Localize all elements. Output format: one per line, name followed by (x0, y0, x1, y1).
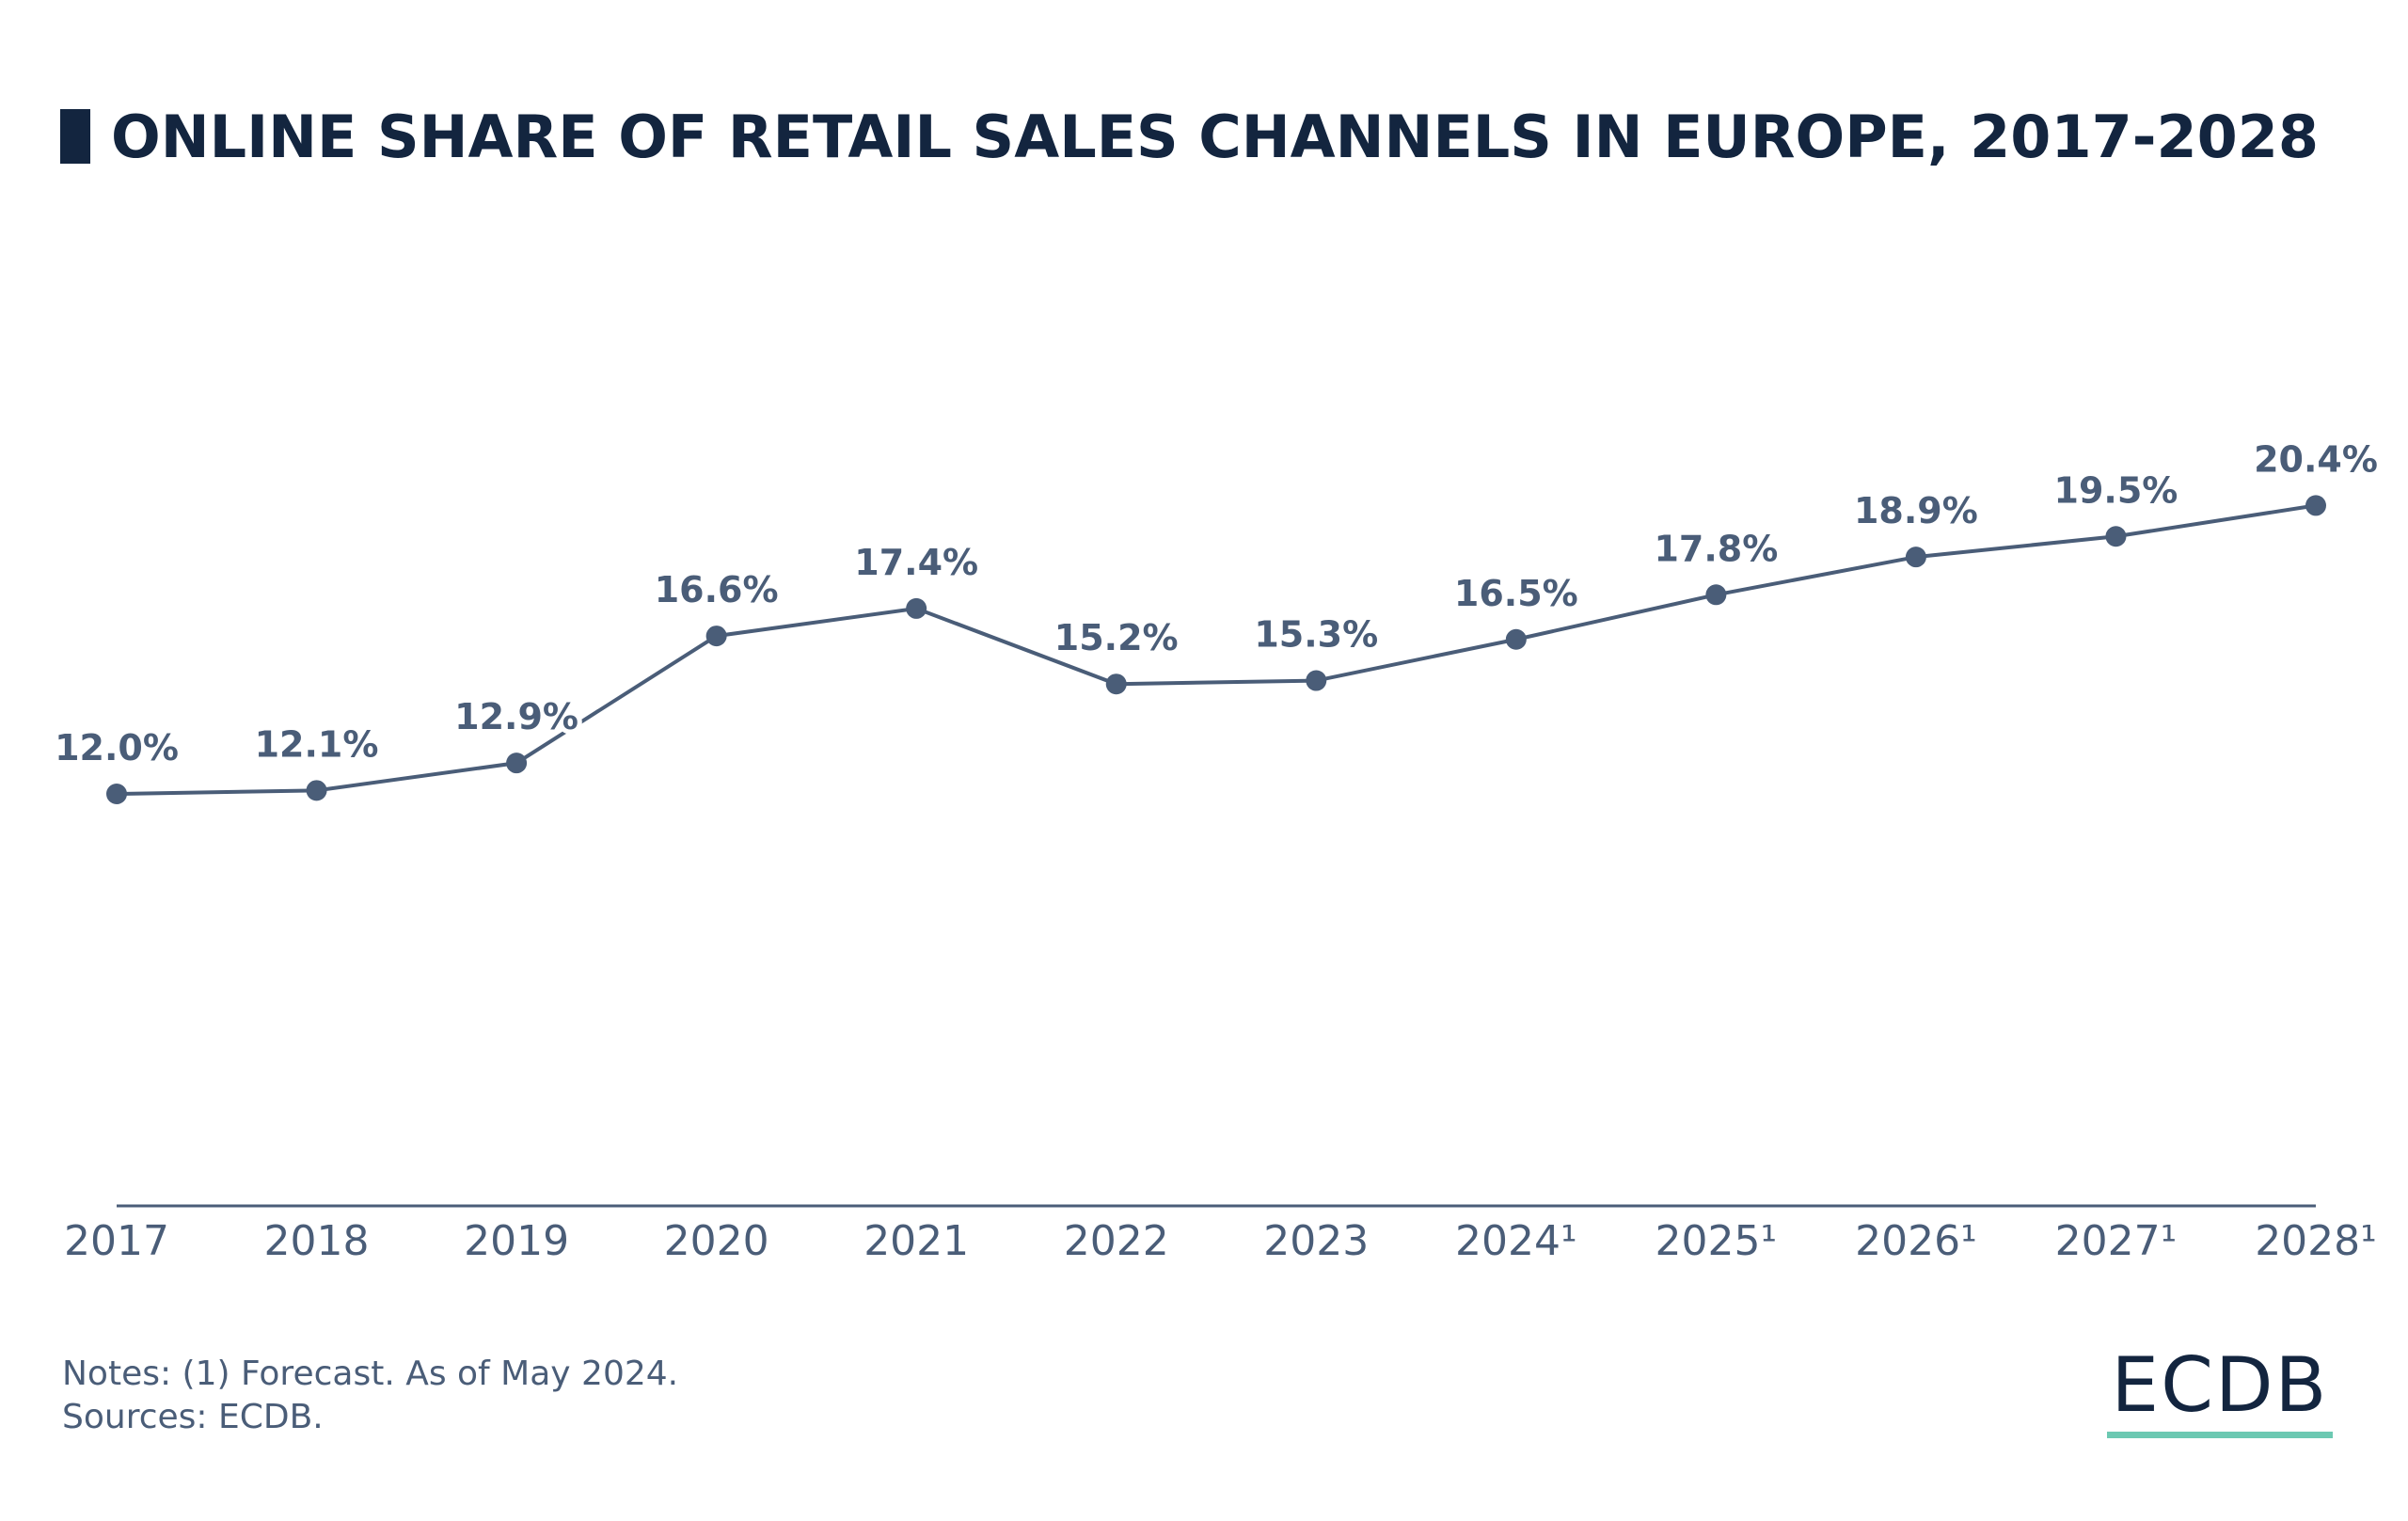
data-label-2021: 17.4% (854, 542, 978, 583)
data-label-2024: 16.5% (1454, 573, 1578, 614)
data-labels-group: 12.0% 12.1% 12.9% 16.6% 17.4% 15.2% 15.3% 16.5%… (50, 434, 2383, 773)
notes-text: Notes: (1) Forecast. As of May 2024. (62, 1355, 679, 1393)
series-line-group (116, 503, 2317, 796)
data-point-2026[interactable] (1905, 547, 1926, 568)
chart-notes: Notes: (1) Forecast. As of May 2024. Sou… (62, 1353, 678, 1439)
data-point-2027[interactable] (2105, 526, 2127, 547)
data-label-2025: 17.8% (1654, 528, 1778, 569)
data-point-2025[interactable] (1705, 584, 1727, 606)
data-point-2023[interactable] (1306, 670, 1327, 691)
title-accent-bar (60, 109, 90, 164)
data-label-2026: 18.9% (1854, 490, 1978, 531)
data-point-2019[interactable] (506, 753, 528, 774)
x-tick-label-2023: 2023 (1263, 1217, 1369, 1265)
data-point-2021[interactable] (906, 597, 927, 619)
data-label-2023: 15.3% (1254, 614, 1378, 656)
x-tick-label-2027: 2027¹ (2055, 1217, 2178, 1265)
x-tick-label-2024: 2024¹ (1455, 1217, 1577, 1265)
x-tick-label-2026: 2026¹ (1855, 1217, 1977, 1265)
chart-title: ONLINE SHARE OF RETAIL SALES CHANNELS IN… (111, 102, 2320, 171)
data-label-2018: 12.1% (255, 723, 379, 765)
data-point-2024[interactable] (1505, 628, 1527, 650)
x-tick-label-2019: 2019 (464, 1217, 569, 1265)
x-tick-label-2017: 2017 (64, 1217, 169, 1265)
logo-underline (2107, 1432, 2333, 1438)
data-point-2018[interactable] (306, 780, 327, 801)
x-tick-label-2018: 2018 (264, 1217, 370, 1265)
data-label-2020: 16.6% (655, 569, 779, 610)
data-label-2019: 12.9% (454, 696, 578, 737)
x-tick-label-2028: 2028¹ (2255, 1217, 2377, 1265)
sources-text: Sources: ECDB. (62, 1398, 324, 1436)
data-points-group (106, 495, 2326, 804)
data-point-2020[interactable] (705, 626, 727, 647)
logo-text: ECDB (2111, 1341, 2329, 1429)
data-label-2027: 19.5% (2054, 469, 2178, 511)
ecdb-logo: ECDB (2107, 1345, 2333, 1438)
data-point-2028[interactable] (2305, 495, 2326, 516)
data-label-2028: 20.4% (2254, 438, 2378, 480)
data-point-2017[interactable] (106, 784, 127, 804)
data-label-2022: 15.2% (1054, 617, 1179, 658)
x-tick-labels-group: 2017 2018 2019 2020 2021 2022 2023 2024¹ 2025¹ 20… (64, 1217, 2377, 1265)
data-label-2017: 12.0% (55, 727, 179, 768)
x-tick-label-2020: 2020 (664, 1217, 769, 1265)
x-tick-label-2022: 2022 (1064, 1217, 1169, 1265)
chart-title-wrap: ONLINE SHARE OF RETAIL SALES CHANNELS IN… (60, 102, 2320, 171)
data-point-2022[interactable] (1105, 673, 1127, 695)
x-tick-label-2021: 2021 (863, 1217, 969, 1265)
x-tick-label-2025: 2025¹ (1656, 1217, 1778, 1265)
series-line (116, 503, 2317, 796)
